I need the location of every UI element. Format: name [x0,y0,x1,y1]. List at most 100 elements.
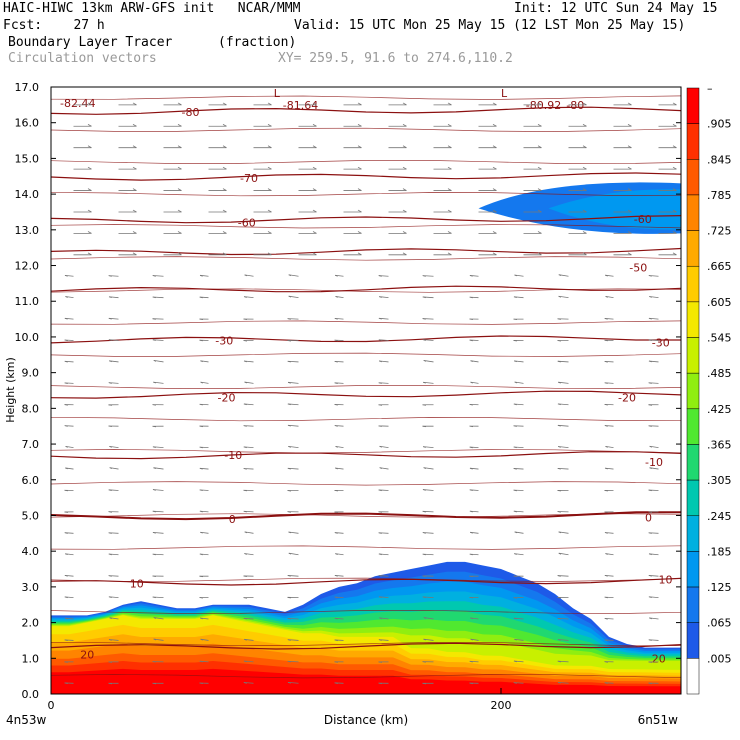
vector-arrow [153,359,164,363]
vector-arrowhead [199,274,203,277]
vector-arrowhead [604,617,608,620]
vector-arrowhead [243,296,247,298]
vector-arrowhead [199,510,203,513]
vector-arrowhead [378,317,382,320]
minimum-marker: L [274,87,281,100]
vector-arrowhead [672,124,677,127]
vector-arrowhead [627,231,632,234]
vector-arrowhead [152,275,156,277]
vector-arrowhead [108,339,112,341]
field-name: Boundary Layer Tracer [8,35,173,50]
field-units: (fraction) [218,35,297,50]
vector-arrowhead [243,468,247,470]
vector-arrowhead [287,360,291,363]
vector-arrowhead [200,381,203,384]
vector-arrowhead [64,532,68,534]
vector-arrowhead [287,490,292,492]
vector-arrowhead [422,275,426,277]
vector-arrowhead [627,102,632,106]
vector-arrowhead [312,166,317,170]
y-tick-label: 15.0 [15,152,40,165]
minor-contour [51,609,681,614]
vector-arrowhead [108,404,113,406]
vector-arrowhead [109,467,113,470]
vector-arrowhead [64,360,68,363]
vector-arrowhead [648,639,652,641]
colorbar-swatch [686,194,700,231]
colorbar-label: .185 [707,545,732,558]
vector-arrowhead [244,638,247,641]
vector-arrowhead [152,296,156,299]
vector-arrowhead [672,188,677,191]
vector-arrowhead [423,381,426,384]
vector-arrowhead [513,660,517,663]
y-tick-label: 9.0 [22,367,40,380]
x-tick-label: 0 [48,699,55,712]
isotherm--40 [51,285,681,293]
vector-arrowhead [287,511,291,513]
vector-arrowhead [334,575,338,577]
colorbar-label: – [707,82,713,95]
vector-arrowhead [132,209,137,213]
vector-arrowhead [64,317,68,320]
vector-arrowhead [557,660,561,663]
vector-arrowhead [513,575,518,578]
vector-arrowhead [469,596,473,599]
vector-arrowhead [470,531,473,534]
vector-arrow [288,552,299,556]
colorbar-swatch [686,337,700,374]
vector-arrowhead [334,532,338,534]
vector-arrowhead [378,682,383,685]
vector-arrowhead [648,317,652,320]
vector-arrow [558,295,569,299]
vector-arrowhead [287,403,291,406]
vector-arrowhead [357,188,362,191]
vector-arrow [423,638,434,641]
vector-arrowhead [582,252,587,256]
vector-arrowhead [152,510,156,513]
colorbar-swatch [686,551,700,588]
vector-arrowhead [582,188,587,191]
vector-arrowhead [605,446,608,448]
minor-contour [51,545,681,550]
vector-arrowhead [287,681,291,684]
vector-arrowhead [152,553,156,556]
vector-arrowhead [604,575,608,577]
vector-arrowhead [108,317,112,320]
vector-arrowhead [513,468,517,470]
vector-arrowhead [108,275,112,277]
vector-arrowhead [335,553,338,555]
vector-arrowhead [469,275,473,277]
vector-arrowhead [582,231,587,234]
colorbar-label: .665 [707,260,732,273]
vector-arrowhead [288,274,292,277]
axes: Height (km) Distance (km) 4n53w 6n51w 0.… [4,81,681,727]
vector-arrowhead [334,382,338,384]
vector-arrowhead [469,446,473,449]
vector-arrowhead [537,209,542,213]
vector-arrowhead [108,489,112,491]
colorbar-label: .485 [707,367,732,380]
vector-arrowhead [357,145,362,149]
vector-arrowhead [152,661,156,663]
vector-arrowhead [87,209,92,213]
vector-arrowhead [312,124,317,127]
vector-arrowhead [469,510,473,513]
vector-arrowhead [447,102,452,106]
colorbar-swatch [686,230,700,267]
vector-arrowhead [243,510,247,513]
y-tick-label: 8.0 [22,402,40,415]
vector-arrowhead [243,425,247,427]
y-tick-label: 2.0 [22,617,40,630]
vector-arrowhead [287,575,291,577]
vector-arrowhead [152,682,157,685]
vector-arrowhead [422,339,426,341]
minor-contour [51,416,681,422]
vector-arrowhead [469,682,473,685]
vector-arrowhead [312,145,317,149]
vector-arrowhead [153,381,156,384]
isotherm--30 [51,335,681,344]
plot-area: 20 20 10 10 0 0 -10 -10 -20 -20 -30 -30 -50 -60 -60 -70… [51,87,681,694]
vector-arrowhead [199,597,204,599]
vector-arrowhead [402,166,407,170]
